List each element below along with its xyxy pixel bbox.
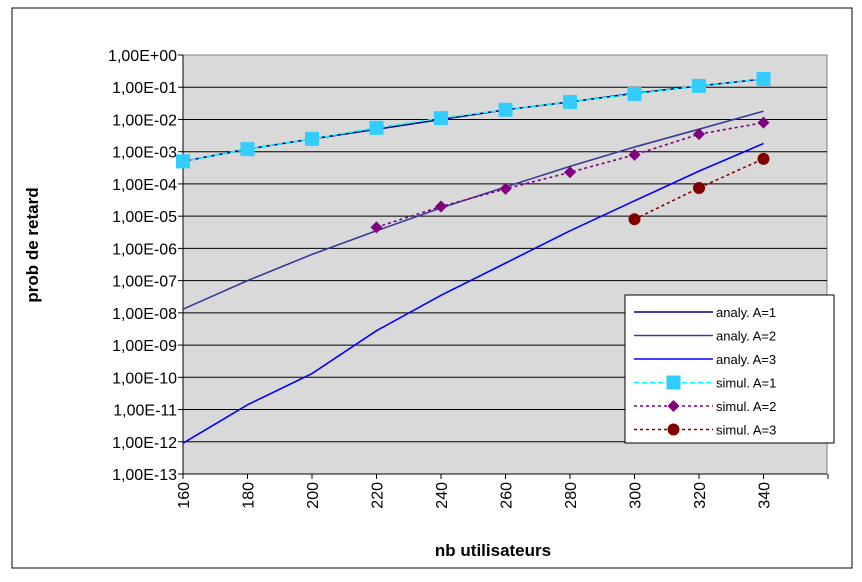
data-point — [627, 86, 642, 101]
legend-entry: analy. A=1 — [634, 305, 776, 320]
data-point — [692, 78, 706, 93]
legend-entry: simul. A=3 — [634, 423, 776, 438]
y-axis-title: prob de retard — [23, 187, 42, 302]
series-line — [182, 110, 764, 310]
legend-marker — [667, 423, 680, 436]
series-2 — [182, 142, 764, 444]
data-point — [757, 116, 770, 129]
y-tick-label: 1,00E-08 — [112, 306, 177, 323]
x-tick-label: 200 — [305, 482, 322, 509]
data-point — [498, 102, 513, 117]
data-point — [434, 111, 448, 126]
series-layer — [176, 72, 771, 444]
x-tick-label: 220 — [370, 482, 387, 509]
data-point — [499, 182, 512, 195]
y-tick-label: 1,00E-13 — [112, 467, 177, 484]
x-tick-label: 240 — [434, 482, 451, 509]
legend-entry: analy. A=3 — [634, 352, 776, 367]
y-tick-label: 1,00E-10 — [112, 370, 177, 387]
legend: analy. A=1 analy. A=2 analy. A=3 simul. A=1… — [624, 294, 835, 444]
data-point — [370, 221, 383, 234]
x-tick-label: 260 — [499, 482, 516, 509]
y-tick-label: 1,00E-03 — [112, 145, 177, 162]
data-point — [628, 213, 641, 226]
x-tick-label: 340 — [757, 482, 774, 509]
y-tick-label: 1,00E+00 — [108, 48, 177, 65]
legend-marker — [666, 375, 681, 390]
legend-entry: analy. A=2 — [634, 329, 776, 344]
data-point — [628, 148, 641, 161]
series-line — [182, 78, 764, 163]
legend-label: simul. A=2 — [716, 399, 776, 414]
y-tick-label: 1,00E-06 — [112, 241, 177, 258]
series-line — [182, 142, 764, 444]
data-point — [756, 72, 771, 87]
series-1 — [182, 110, 764, 310]
x-tick-label: 160 — [176, 482, 193, 509]
data-point — [693, 128, 705, 141]
y-tick-label: 1,00E-11 — [113, 403, 177, 420]
y-tick-label: 1,00E-04 — [112, 177, 177, 194]
data-point — [240, 142, 255, 157]
x-tick-label: 180 — [241, 482, 258, 509]
legend-entry: simul. A=2 — [634, 399, 776, 414]
legend-marker — [667, 400, 680, 412]
data-point — [305, 131, 319, 146]
legend-label: analy. A=3 — [716, 352, 776, 367]
legend-box — [624, 294, 835, 444]
legend-label: analy. A=1 — [716, 305, 776, 320]
y-tick-label: 1,00E-02 — [112, 112, 177, 129]
x-tick-label: 320 — [692, 482, 709, 509]
legend-label: analy. A=2 — [716, 329, 776, 344]
y-tick-label: 1,00E-05 — [112, 209, 177, 226]
data-point — [176, 154, 190, 169]
legend-entry: simul. A=1 — [634, 375, 776, 391]
y-tick-label: 1,00E-09 — [112, 338, 177, 355]
series-4 — [370, 116, 770, 234]
data-point — [369, 120, 384, 135]
legend-label: simul. A=1 — [716, 376, 776, 391]
y-tick-label: 1,00E-01 — [112, 80, 177, 97]
x-tick-label: 300 — [628, 482, 645, 509]
x-axis-title: nb utilisateurs — [435, 541, 551, 560]
data-point — [563, 94, 577, 109]
data-point — [757, 152, 770, 165]
series-3 — [176, 72, 771, 169]
y-tick-label: 1,00E-12 — [112, 435, 177, 452]
series-5 — [628, 152, 770, 226]
data-point — [693, 181, 705, 194]
data-point — [435, 200, 447, 213]
data-point — [564, 166, 576, 179]
axes: 1,00E+00 1,00E-01 1,00E-02 1,00E-03 1,00E-04… — [108, 48, 829, 509]
x-tick-label: 280 — [563, 482, 580, 509]
legend-label: simul. A=3 — [716, 423, 776, 438]
y-tick-label: 1,00E-07 — [112, 274, 177, 291]
